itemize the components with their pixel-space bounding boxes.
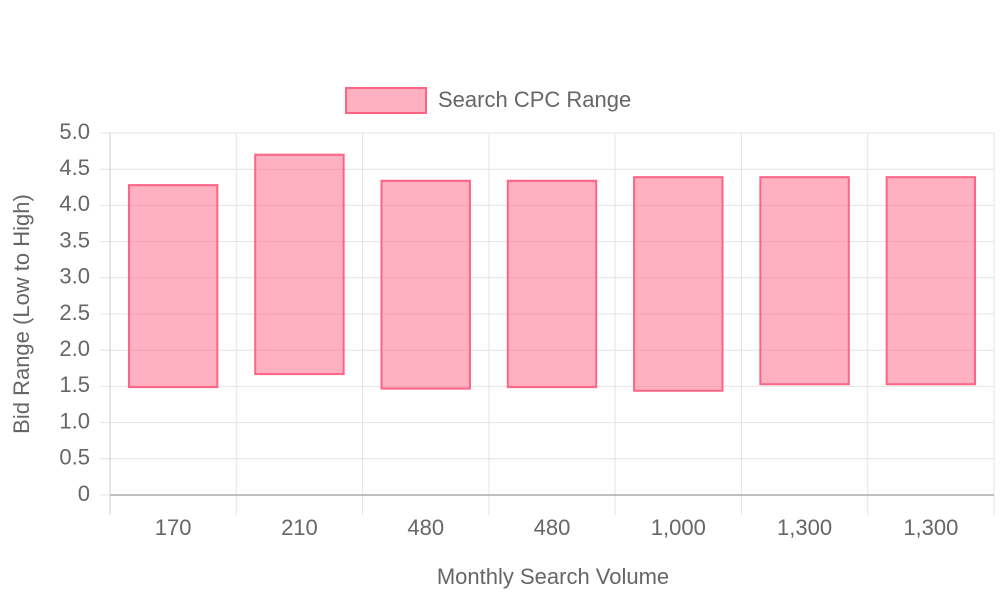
x-tick-label: 480 [534,515,571,540]
bar [380,179,471,390]
y-axis-title: Bid Range (Low to High) [9,194,34,434]
y-tick-label: 0 [78,481,90,506]
y-tick-label: 0.5 [59,445,90,470]
x-tick-label: 170 [155,515,192,540]
bar [506,179,598,389]
y-tick-label: 2.5 [59,300,90,325]
y-tick-label: 1.5 [59,372,90,397]
x-tick-label: 1,000 [651,515,706,540]
x-tick-label: 1,300 [903,515,958,540]
bar [633,176,724,392]
y-tick-label: 2.0 [59,336,90,361]
x-tick-label: 1,300 [777,515,832,540]
legend-swatch [345,87,427,114]
y-tick-label: 3.0 [59,264,90,289]
x-axis-title: Monthly Search Volume [437,564,669,589]
x-tick-label: 480 [407,515,444,540]
y-tick-label: 3.5 [59,227,90,252]
bar [254,153,345,376]
legend-label: Search CPC Range [438,87,631,112]
bar [759,176,850,386]
y-tick-label: 5.0 [59,119,90,144]
bar [885,176,977,386]
x-tick-label: 210 [281,515,318,540]
y-tick-label: 1.0 [59,408,90,433]
y-tick-label: 4.5 [59,155,90,180]
bar [127,184,219,389]
y-tick-label: 4.0 [59,191,90,216]
